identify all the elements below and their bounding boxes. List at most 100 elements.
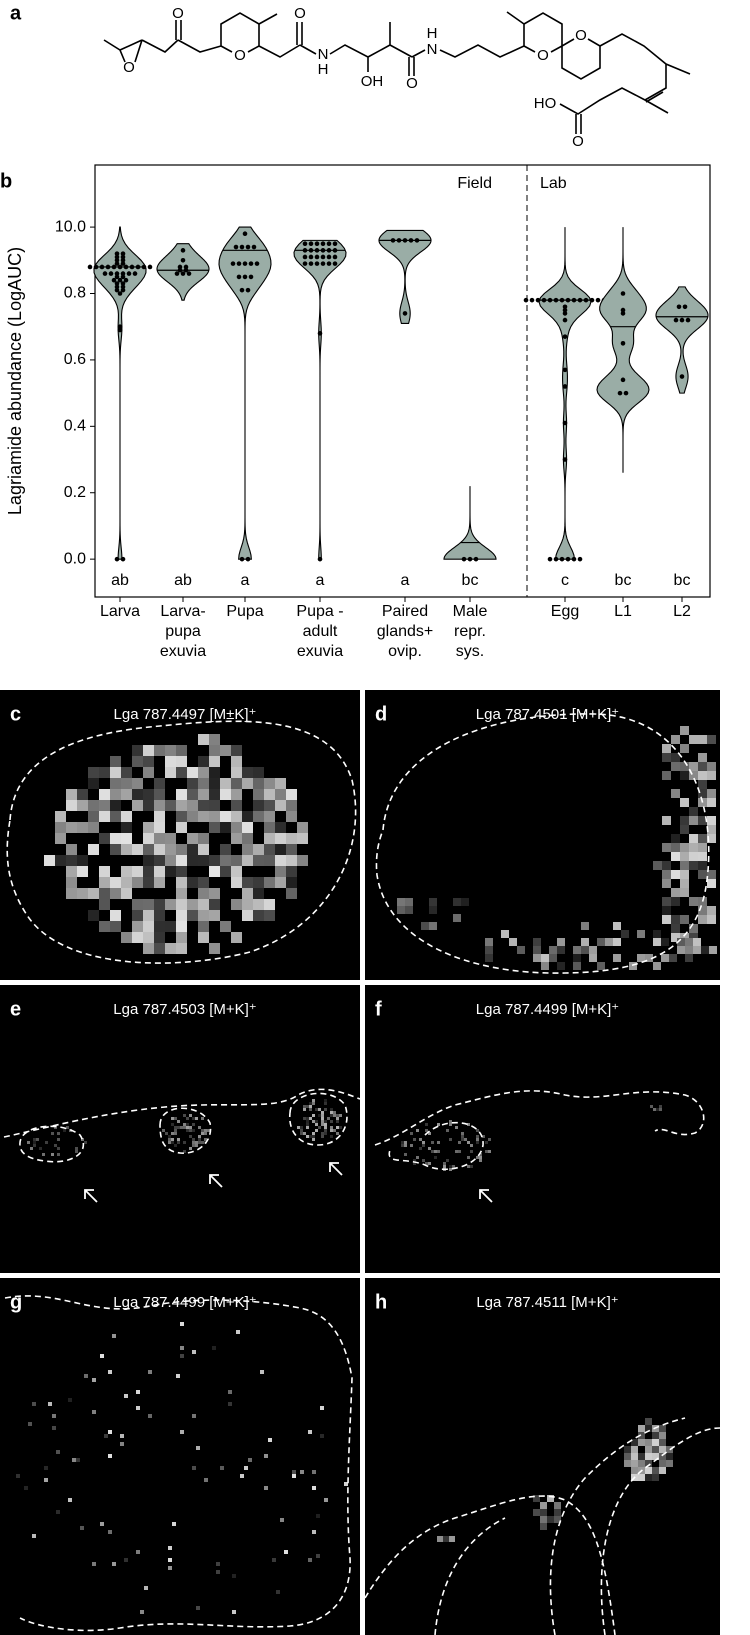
data-point bbox=[180, 271, 186, 276]
violin bbox=[293, 239, 347, 560]
intensity-pixel bbox=[533, 1495, 540, 1502]
intensity-pixel bbox=[453, 898, 461, 906]
data-point bbox=[320, 248, 326, 253]
intensity-pixel bbox=[209, 767, 220, 778]
intensity-pixel bbox=[57, 1147, 60, 1150]
data-point bbox=[595, 297, 601, 303]
intensity-pixel bbox=[333, 1114, 336, 1117]
data-point bbox=[177, 267, 183, 273]
intensity-pixel bbox=[336, 1132, 339, 1135]
intensity-pixel bbox=[198, 1138, 201, 1141]
intensity-pixel bbox=[306, 1126, 309, 1129]
intensity-pixel bbox=[187, 789, 198, 800]
panel-label: e bbox=[10, 998, 21, 1020]
intensity-pixel bbox=[397, 906, 405, 914]
intensity-pixel bbox=[589, 946, 597, 954]
intensity-pixel bbox=[404, 1153, 407, 1156]
data-point bbox=[108, 271, 114, 276]
intensity-pixel bbox=[132, 877, 143, 888]
data-point bbox=[114, 556, 120, 562]
intensity-pixel bbox=[685, 938, 693, 946]
intensity-pixel bbox=[557, 946, 565, 954]
data-point bbox=[679, 374, 685, 379]
x-tick-label: L2 bbox=[673, 603, 691, 620]
intensity-pixel bbox=[488, 1138, 491, 1141]
intensity-pixel bbox=[66, 844, 77, 855]
intensity-pixel bbox=[333, 1129, 336, 1132]
intensity-pixel bbox=[99, 877, 110, 888]
data-point bbox=[120, 251, 126, 256]
intensity-pixel bbox=[110, 756, 121, 767]
intensity-pixel bbox=[312, 1120, 315, 1123]
intensity-pixel bbox=[344, 1482, 348, 1486]
intensity-pixel bbox=[437, 1536, 443, 1542]
x-tick-label: sys. bbox=[456, 643, 484, 660]
intensity-pixel bbox=[661, 938, 669, 946]
data-point bbox=[120, 274, 126, 280]
intensity-pixel bbox=[312, 1102, 315, 1105]
intensity-pixel bbox=[680, 771, 689, 780]
intensity-pixel bbox=[452, 1165, 455, 1168]
intensity-pixel bbox=[176, 745, 187, 756]
intensity-pixel bbox=[286, 789, 297, 800]
data-point bbox=[117, 291, 123, 296]
intensity-pixel bbox=[541, 954, 549, 962]
intensity-pixel bbox=[330, 1120, 333, 1123]
intensity-pixel bbox=[201, 1117, 204, 1120]
intensity-pixel bbox=[549, 954, 557, 962]
data-point bbox=[230, 261, 236, 266]
intensity-pixel bbox=[315, 1129, 318, 1132]
intensity-pixel bbox=[144, 1586, 148, 1590]
intensity-pixel bbox=[264, 778, 275, 789]
intensity-pixel bbox=[680, 915, 689, 924]
intensity-pixel bbox=[429, 898, 437, 906]
image-title: Lga 787.4499 [M+K]⁺ bbox=[476, 1001, 619, 1018]
intensity-pixel bbox=[707, 735, 716, 744]
atom-label: HO bbox=[534, 95, 557, 112]
intensity-pixel bbox=[231, 877, 242, 888]
intensity-pixel bbox=[422, 1144, 425, 1147]
data-point bbox=[535, 297, 541, 303]
x-tick-label: pupa bbox=[165, 623, 201, 640]
intensity-pixel bbox=[404, 1141, 407, 1144]
data-point bbox=[239, 556, 245, 562]
data-point bbox=[117, 324, 123, 330]
intensity-pixel bbox=[192, 1138, 195, 1141]
intensity-pixel bbox=[330, 1126, 333, 1129]
data-point bbox=[332, 261, 338, 266]
intensity-pixel bbox=[318, 1114, 321, 1117]
intensity-pixel bbox=[631, 1467, 638, 1474]
violin bbox=[538, 227, 592, 560]
intensity-pixel bbox=[66, 866, 77, 877]
intensity-pixel bbox=[77, 800, 88, 811]
intensity-pixel bbox=[637, 930, 645, 938]
intensity-pixel bbox=[449, 1536, 455, 1542]
intensity-pixel bbox=[476, 1141, 479, 1144]
intensity-pixel bbox=[476, 1138, 479, 1141]
intensity-pixel bbox=[312, 1530, 316, 1534]
intensity-pixel bbox=[284, 1550, 288, 1554]
intensity-pixel bbox=[189, 1135, 192, 1138]
intensity-pixel bbox=[461, 1135, 464, 1138]
intensity-pixel bbox=[66, 789, 77, 800]
intensity-pixel bbox=[171, 1141, 174, 1144]
violin bbox=[596, 227, 650, 473]
intensity-pixel bbox=[659, 1467, 666, 1474]
intensity-pixel bbox=[143, 910, 154, 921]
intensity-pixel bbox=[275, 833, 286, 844]
intensity-pixel bbox=[573, 954, 581, 962]
data-point bbox=[236, 261, 242, 266]
intensity-pixel bbox=[110, 767, 121, 778]
intensity-pixel bbox=[81, 1138, 84, 1141]
intensity-pixel bbox=[44, 1478, 48, 1482]
intensity-pixel bbox=[321, 1117, 324, 1120]
intensity-pixel bbox=[88, 888, 99, 899]
intensity-pixel bbox=[597, 938, 605, 946]
intensity-pixel bbox=[154, 855, 165, 866]
intensity-pixel bbox=[110, 833, 121, 844]
data-point bbox=[314, 261, 320, 266]
intensity-pixel bbox=[195, 1144, 198, 1147]
intensity-pixel bbox=[286, 844, 297, 855]
intensity-pixel bbox=[431, 1141, 434, 1144]
intensity-pixel bbox=[652, 1446, 659, 1453]
